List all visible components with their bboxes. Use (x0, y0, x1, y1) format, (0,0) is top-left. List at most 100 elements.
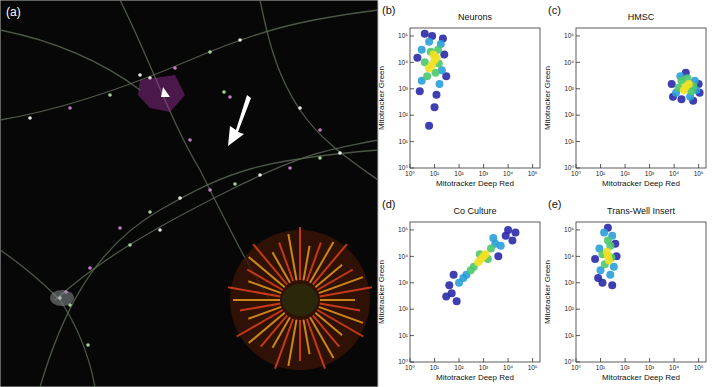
y-tick-label: 10⁰ (564, 164, 574, 171)
point (680, 86, 688, 94)
vesicle (233, 182, 237, 186)
vesicle (222, 90, 226, 94)
plot-frame (576, 222, 706, 362)
point (442, 293, 450, 301)
x-tick (532, 164, 533, 168)
y-tick (576, 229, 580, 230)
y-tick (576, 309, 580, 310)
y-tick (576, 256, 580, 257)
neurite (40, 150, 378, 387)
neuron-soma (50, 290, 74, 306)
points (442, 226, 519, 305)
neurite (55, 140, 378, 300)
y-tick (410, 88, 414, 89)
x-tick-label: 10⁵ (528, 170, 538, 177)
arrowhead (161, 87, 170, 97)
x-axis-label: Mitotracker Deep Red (602, 373, 680, 382)
x-tick-label: 10² (454, 170, 464, 177)
x-tick (625, 358, 626, 362)
scatter-panel: 10⁰10¹10²10³10⁴10⁵10⁰10¹10²10³10⁴10⁵Co C… (377, 198, 540, 382)
x-tick (600, 358, 601, 362)
y-tick-label: 10¹ (565, 138, 575, 145)
x-tick-label: 10⁴ (503, 364, 513, 371)
x-tick (434, 358, 435, 362)
neurite (260, 0, 378, 180)
point (600, 229, 608, 237)
point (604, 236, 612, 244)
vesicle (178, 196, 182, 200)
y-tick-label: 10¹ (399, 332, 409, 339)
y-axis-label: Mitotracker Green (377, 260, 386, 324)
y-tick (576, 62, 580, 63)
x-axis-label: Mitotracker Deep Red (602, 179, 680, 188)
x-tick-label: 10⁴ (503, 170, 513, 177)
point (608, 281, 616, 289)
chart-title: Neurons (458, 12, 493, 22)
y-tick-label: 10⁰ (398, 358, 408, 365)
y-tick (410, 309, 414, 310)
x-tick-label: 10¹ (596, 170, 606, 177)
micrograph: (a) (0, 0, 378, 387)
plot-frame (410, 28, 540, 168)
point (445, 281, 453, 289)
chart-title: Co Culture (453, 206, 496, 216)
hmsc-cell (228, 227, 372, 370)
x-tick-label: 10² (454, 364, 464, 371)
vesicle (108, 93, 112, 97)
points (591, 224, 620, 289)
y-tick (576, 335, 580, 336)
y-tick (576, 141, 580, 142)
vesicle (68, 106, 72, 110)
point (416, 87, 424, 95)
mitochondria (228, 287, 280, 296)
x-tick-label: 10³ (479, 364, 489, 371)
x-tick (576, 358, 577, 362)
scatter-panel: 10⁰10¹10²10³10⁴10⁵10⁰10¹10²10³10⁴10⁵HMSC… (543, 4, 706, 188)
x-axis-label: Mitotracker Deep Red (436, 179, 514, 188)
mitochondria (307, 319, 325, 369)
point (504, 226, 512, 234)
point (413, 54, 421, 62)
point (603, 248, 611, 256)
y-tick (410, 168, 414, 169)
point (487, 244, 495, 252)
point (677, 95, 685, 103)
vesicle (208, 50, 212, 54)
vesicle (338, 151, 342, 155)
point (494, 252, 502, 260)
vesicle (148, 210, 152, 214)
vesicle (188, 138, 192, 142)
y-tick (410, 141, 414, 142)
x-tick (532, 358, 533, 362)
y-axis-label: Mitotracker Green (543, 260, 552, 324)
x-tick-label: 10¹ (596, 364, 606, 371)
y-tick-label: 10⁵ (564, 226, 574, 233)
point (432, 91, 440, 99)
x-tick-label: 10¹ (430, 364, 440, 371)
point (511, 229, 519, 237)
x-tick (649, 164, 650, 168)
point (598, 279, 606, 287)
x-tick (649, 358, 650, 362)
mitochondria (288, 234, 296, 280)
y-tick-label: 10² (399, 305, 409, 312)
x-tick (698, 358, 699, 362)
vesicle (288, 166, 292, 170)
x-tick-label: 10³ (479, 170, 489, 177)
y-tick (576, 282, 580, 283)
vesicle (298, 106, 302, 110)
point (610, 263, 618, 271)
y-tick-label: 10³ (399, 279, 409, 286)
y-tick-label: 10⁰ (398, 164, 408, 171)
mitochondria (303, 320, 309, 354)
x-tick-label: 10³ (645, 364, 655, 371)
x-tick (576, 164, 577, 168)
scatter-panel: 10⁰10¹10²10³10⁴10⁵10⁰10¹10²10³10⁴10⁵Tran… (543, 198, 706, 382)
x-tick (625, 164, 626, 168)
point (421, 30, 429, 38)
y-tick-label: 10⁵ (398, 32, 408, 39)
y-tick-label: 10⁵ (564, 32, 574, 39)
vesicle (208, 188, 212, 192)
panel-label: (e) (548, 198, 561, 210)
point (425, 38, 433, 46)
